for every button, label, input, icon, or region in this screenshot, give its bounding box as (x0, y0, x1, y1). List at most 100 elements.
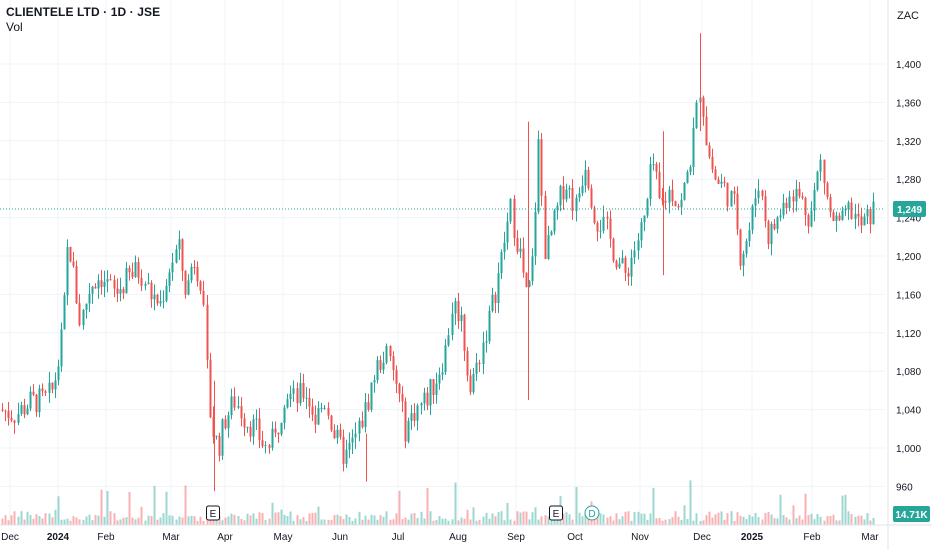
candle-body (385, 345, 388, 363)
volume-bar (159, 517, 162, 525)
candle-body (75, 266, 78, 304)
candle (1, 403, 4, 412)
dividend-marker-label: D (588, 509, 595, 520)
candle (175, 244, 178, 264)
candle-body (519, 248, 522, 252)
volume-bar (680, 519, 683, 525)
candle-body (249, 426, 252, 437)
volume-bar (683, 505, 686, 525)
candle-body (695, 102, 698, 129)
candle-body (202, 290, 205, 305)
volume-bar (798, 515, 801, 525)
time-tick-label: Apr (217, 532, 233, 543)
candle-body (810, 210, 813, 227)
candle (100, 269, 103, 295)
chart-header: CLIENTELE LTD · 1D · JSE Vol (6, 5, 160, 34)
candle (587, 166, 590, 191)
candle-body (829, 197, 832, 213)
price-tick-label: 1,360 (896, 98, 921, 109)
candle-body (7, 411, 10, 419)
volume-bar (596, 515, 599, 525)
dividend-marker[interactable]: D (584, 505, 600, 521)
candle-body (398, 383, 401, 394)
candle (221, 418, 224, 460)
candle-body (816, 171, 819, 190)
candle (156, 293, 159, 306)
volume-bar (463, 518, 466, 525)
candle-body (190, 266, 193, 281)
candle (426, 387, 429, 411)
candle-body (38, 388, 41, 413)
candle-body (401, 393, 404, 402)
time-tick-label: Aug (449, 532, 467, 543)
candle-body (162, 300, 165, 302)
volume-bar (466, 509, 469, 525)
volume-bar (23, 519, 26, 525)
candle (609, 210, 612, 248)
candle (463, 313, 466, 362)
earnings-marker[interactable]: E (549, 505, 563, 521)
volume-bar (233, 514, 236, 525)
time-axis[interactable]: Dec 2024 Feb Mar Apr May Jun Jul Aug Sep Oct Nov Dec… (0, 524, 932, 543)
candle (389, 345, 392, 362)
candle (376, 356, 379, 384)
candle-body (602, 216, 605, 231)
price-axis[interactable]: ZAC 1,400 1,360 1,320 1,280 1,240 1,200 1,160 1,… (887, 0, 930, 550)
candle (63, 292, 66, 330)
candle-body (88, 293, 91, 304)
candle-body (373, 380, 376, 383)
volume-bar (773, 518, 776, 525)
candle-body (655, 164, 658, 172)
candle-body (44, 391, 47, 393)
volume-bar (144, 520, 147, 525)
price-tick-label: 1,000 (896, 444, 921, 455)
volume-bar (54, 509, 57, 525)
volume-bar (420, 511, 423, 525)
candle-body (175, 249, 178, 263)
volume-bar (674, 511, 677, 525)
volume-bar (156, 519, 159, 525)
candle (302, 373, 305, 403)
candle-body (689, 167, 692, 173)
last-volume-marker[interactable]: 14.71K (893, 506, 930, 522)
candle (804, 196, 807, 226)
candle-body (841, 210, 844, 221)
volume-label[interactable]: Vol (6, 20, 23, 34)
volume-bar (788, 519, 791, 525)
candle (757, 179, 760, 204)
volume-bar (835, 520, 838, 525)
candle-body (153, 294, 156, 300)
candle (26, 404, 29, 416)
volume-bar (286, 516, 289, 525)
volume-bar (413, 513, 416, 525)
volume-bar (131, 517, 134, 525)
volume-bar (643, 513, 646, 525)
candle (264, 441, 267, 454)
volume-bar (705, 515, 708, 525)
candle (482, 331, 485, 375)
candle (69, 246, 72, 263)
volume-bar (739, 515, 742, 525)
volume-bar (857, 515, 860, 525)
candle-body (733, 191, 736, 194)
candle-body (621, 257, 624, 264)
candle-body (168, 272, 171, 286)
candle-body (103, 281, 106, 287)
candle-body (407, 420, 410, 442)
earnings-marker[interactable]: E (206, 505, 220, 521)
symbol-title[interactable]: CLIENTELE LTD · 1D · JSE (6, 5, 161, 19)
volume-bar (13, 511, 16, 525)
candle-body (63, 295, 66, 330)
volume-bar (57, 496, 60, 525)
candle-body (314, 414, 317, 425)
candle-body (472, 373, 475, 393)
volume-bar (271, 502, 274, 525)
volume-bar (435, 520, 438, 525)
candle-body (447, 335, 450, 346)
last-price-marker[interactable]: 1,249 (893, 200, 926, 217)
candle-body (745, 241, 748, 254)
currency-label[interactable]: ZAC (897, 10, 919, 22)
